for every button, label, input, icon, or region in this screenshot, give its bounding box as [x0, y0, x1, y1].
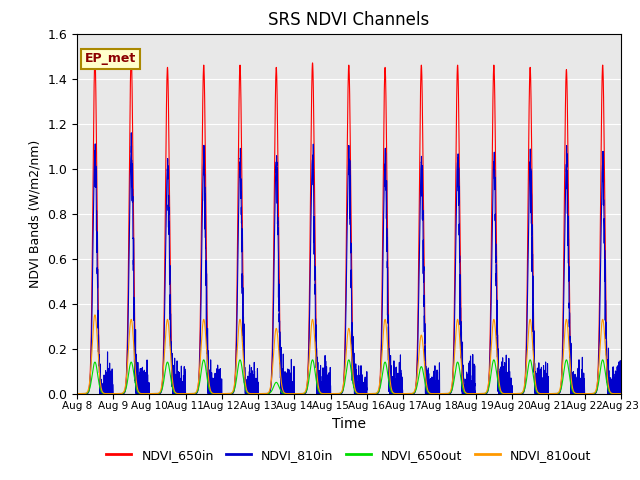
NDVI_810out: [278, 383, 286, 389]
NDVI_810in: [73, 391, 81, 396]
NDVI_810out: [612, 391, 620, 396]
NDVI_650out: [612, 391, 620, 396]
NDVI_810in: [200, 167, 207, 172]
NDVI_650out: [73, 391, 81, 396]
NDVI_650in: [612, 391, 620, 396]
NDVI_650out: [599, 357, 607, 363]
NDVI_650in: [278, 385, 286, 391]
NDVI_810out: [617, 391, 625, 396]
NDVI_650in: [127, 53, 135, 59]
NDVI_650in: [202, 229, 210, 235]
NDVI_810out: [202, 340, 210, 346]
NDVI_650in: [205, 380, 212, 385]
NDVI_650in: [200, 73, 207, 79]
NDVI_650in: [73, 391, 81, 396]
NDVI_810in: [127, 130, 135, 136]
Legend: NDVI_650in, NDVI_810in, NDVI_650out, NDVI_810out: NDVI_650in, NDVI_810in, NDVI_650out, NDV…: [101, 444, 596, 467]
Line: NDVI_810in: NDVI_810in: [77, 133, 621, 394]
Line: NDVI_650out: NDVI_650out: [77, 360, 621, 394]
Line: NDVI_650in: NDVI_650in: [77, 56, 621, 394]
NDVI_650out: [317, 390, 324, 396]
NDVI_810out: [317, 390, 324, 396]
NDVI_810out: [73, 391, 81, 396]
NDVI_650in: [317, 391, 324, 396]
NDVI_650out: [205, 385, 212, 391]
NDVI_650out: [278, 389, 285, 395]
NDVI_810in: [317, 379, 324, 385]
NDVI_810in: [612, 391, 620, 396]
Y-axis label: NDVI Bands (W/m2/nm): NDVI Bands (W/m2/nm): [29, 140, 42, 288]
NDVI_810in: [205, 381, 212, 386]
NDVI_650out: [199, 358, 207, 363]
NDVI_650out: [202, 367, 210, 373]
NDVI_650in: [617, 391, 625, 396]
Text: EP_met: EP_met: [85, 52, 136, 65]
X-axis label: Time: Time: [332, 417, 366, 431]
NDVI_810in: [617, 391, 625, 396]
NDVI_810out: [200, 318, 207, 324]
NDVI_810out: [205, 379, 212, 384]
Line: NDVI_810out: NDVI_810out: [77, 315, 621, 394]
NDVI_810in: [202, 283, 210, 288]
Title: SRS NDVI Channels: SRS NDVI Channels: [268, 11, 429, 29]
NDVI_650out: [617, 391, 625, 396]
NDVI_810in: [278, 391, 286, 396]
NDVI_810out: [91, 312, 99, 318]
